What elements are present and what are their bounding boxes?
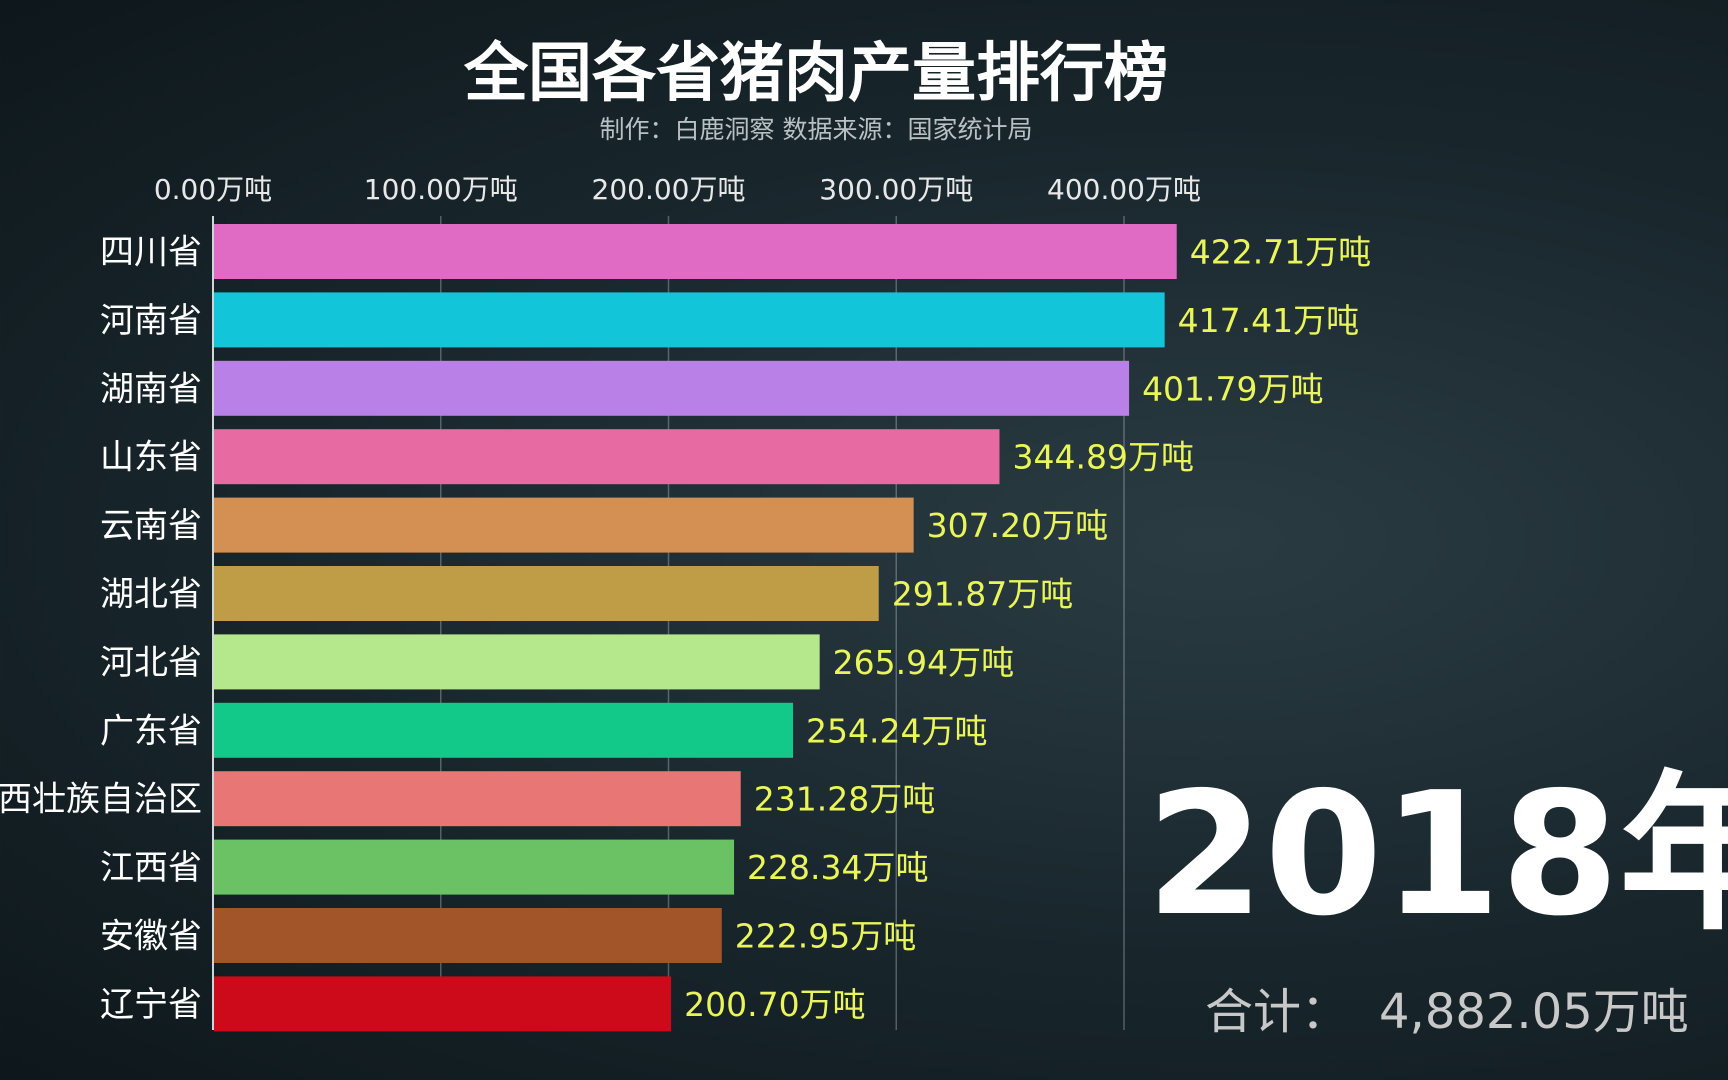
category-label: 江西省 xyxy=(100,848,202,888)
bar xyxy=(214,292,1165,348)
category-label: 广西壮族自治区 xyxy=(0,780,202,820)
chart-subtitle: 制作：白鹿洞察 数据来源：国家统计局 xyxy=(599,115,1033,144)
tick-label: 0.00万吨 xyxy=(154,173,272,206)
bar xyxy=(214,908,722,963)
category-label: 河南省 xyxy=(100,301,202,341)
value-label: 200.70万吨 xyxy=(684,985,865,1024)
value-label: 417.41万吨 xyxy=(1178,301,1359,340)
bar xyxy=(214,497,914,553)
category-label: 广东省 xyxy=(100,711,202,751)
value-label: 307.20万吨 xyxy=(927,506,1108,545)
bar xyxy=(214,702,794,758)
bar xyxy=(214,429,1000,485)
bar xyxy=(214,839,735,895)
total-value: 4,882.05万吨 xyxy=(1379,984,1689,1040)
value-label: 422.71万吨 xyxy=(1190,233,1371,272)
category-label: 安徽省 xyxy=(100,917,202,957)
category-label: 河北省 xyxy=(100,643,202,683)
chart-title: 全国各省猪肉产量排行榜 xyxy=(464,37,1168,111)
year-label: 2018年 xyxy=(1146,756,1728,954)
value-label: 228.34万吨 xyxy=(747,848,928,887)
total: 合计： 4,882.05万吨 xyxy=(1205,972,1689,1042)
category-label: 山东省 xyxy=(100,438,202,478)
category-label: 四川省 xyxy=(100,233,202,273)
total-label: 合计： xyxy=(1205,984,1350,1040)
category-label: 湖南省 xyxy=(100,369,202,409)
category-label: 云南省 xyxy=(100,506,202,546)
bar xyxy=(214,634,820,690)
category-label: 辽宁省 xyxy=(100,985,202,1025)
bar xyxy=(214,224,1177,279)
tick-label: 300.00万吨 xyxy=(819,173,973,206)
value-label: 231.28万吨 xyxy=(754,780,935,819)
tick-label: 100.00万吨 xyxy=(364,173,518,206)
value-label: 291.87万吨 xyxy=(892,575,1073,614)
value-label: 222.95万吨 xyxy=(735,917,916,956)
tick-label: 200.00万吨 xyxy=(592,173,746,206)
bar xyxy=(214,566,879,621)
value-label: 401.79万吨 xyxy=(1142,369,1323,408)
value-label: 265.94万吨 xyxy=(833,643,1014,682)
value-label: 344.89万吨 xyxy=(1012,438,1193,477)
bar xyxy=(214,976,672,1032)
tick-label: 400.00万吨 xyxy=(1047,173,1201,206)
value-label: 254.24万吨 xyxy=(806,711,987,750)
bar xyxy=(214,360,1130,416)
category-label: 湖北省 xyxy=(100,575,202,615)
bar xyxy=(214,771,741,827)
